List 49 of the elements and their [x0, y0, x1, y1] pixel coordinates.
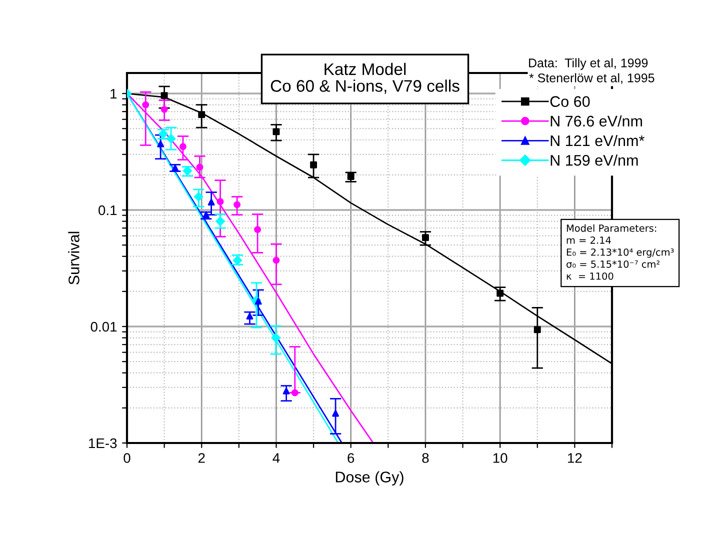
y-tick-label: 1E-3	[89, 438, 117, 448]
legend-label: N 121 eV/nm*	[550, 134, 644, 146]
text: Data: Tilly et al, 1999	[529, 58, 648, 70]
point	[234, 201, 241, 208]
legend-label: Co 60	[550, 96, 590, 107]
y-axis-title: Survival	[68, 232, 80, 284]
point	[534, 326, 541, 334]
x-tick-label: 8	[422, 453, 429, 463]
x-tick-label: 12	[568, 453, 582, 463]
point	[310, 161, 318, 168]
point	[496, 290, 504, 297]
point	[271, 333, 280, 342]
point	[332, 410, 340, 417]
x-tick-label: 0	[124, 453, 130, 463]
point	[196, 164, 204, 171]
chart-title: Katz Model Co 60 & N-ions, V79 cells	[270, 62, 460, 94]
x-tick-label: 2	[198, 453, 205, 463]
point	[246, 312, 254, 320]
legend-label: N 76.6 eV/nm	[550, 115, 642, 127]
point	[282, 387, 290, 394]
point	[166, 134, 176, 144]
point	[291, 389, 298, 396]
point	[422, 234, 429, 242]
point	[160, 92, 168, 100]
point	[198, 111, 206, 118]
point	[347, 173, 354, 180]
point	[216, 216, 225, 226]
y-tick-label: 0.01	[90, 322, 117, 332]
point	[254, 226, 262, 233]
annotation: Model Parameters: m = 2.14 E₀ = 2.13*10⁴ erg/cm³ σ₀ = 5.15*10⁻⁷ cm² κ = 1100	[566, 224, 674, 280]
x-tick-label: 10	[493, 453, 508, 463]
point	[157, 140, 164, 148]
point	[208, 198, 215, 206]
x-tick-label: 4	[272, 453, 280, 463]
point	[160, 106, 168, 113]
point	[254, 298, 262, 305]
point	[142, 101, 150, 108]
point	[272, 128, 280, 136]
point	[272, 256, 280, 264]
point	[172, 164, 179, 172]
y-tick-label: 0.1	[98, 205, 117, 216]
x-axis-title: Dose (Gy)	[336, 471, 404, 486]
x-tick-label: 6	[348, 453, 354, 463]
legend-label: N 159 eV/nm	[550, 154, 638, 166]
y-tick-label: 1	[110, 88, 117, 99]
point	[216, 198, 224, 206]
point	[179, 143, 186, 150]
annotation: * Stenerlöw et al, 1995	[529, 73, 654, 84]
point	[194, 192, 204, 202]
